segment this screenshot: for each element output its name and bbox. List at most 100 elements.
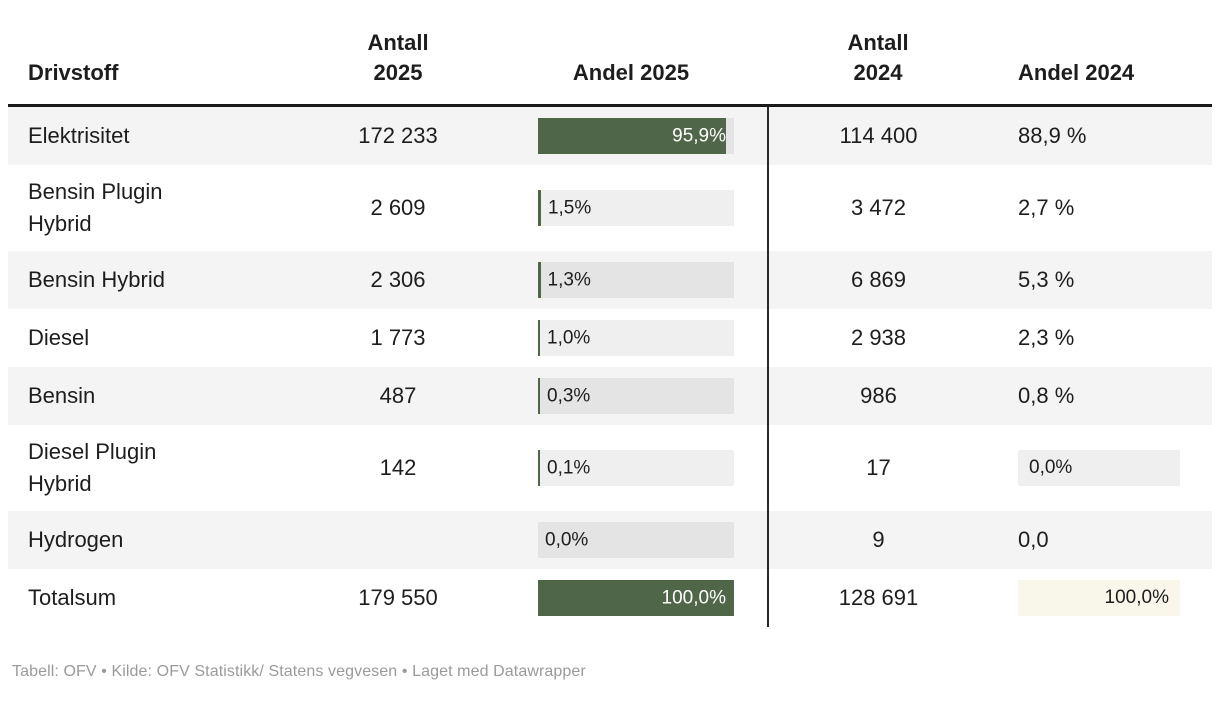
andel-2025-bar-label: 100,0% (661, 587, 726, 609)
col-header-drivstoff: Drivstoff (8, 0, 288, 107)
antall-2025-cell: 2 306 (288, 251, 508, 309)
antall-2024-cell: 986 (768, 367, 988, 425)
andel-2025-bar-fill (538, 262, 541, 298)
andel-2025-bar-label: 0,1% (547, 457, 591, 479)
table-row: Diesel 1 773 1,0% 2 938 2,3 % (8, 309, 1212, 367)
antall-2024-value: 986 (860, 383, 897, 408)
table-row: Bensin Plugin Hybrid 2 609 1,5% 3 472 2,… (8, 165, 1212, 251)
andel-2025-bar-fill (538, 378, 540, 414)
andel-2024-cell: 0,0 (988, 511, 1212, 569)
andel-2024-cell: 88,9 % (988, 106, 1212, 166)
andel-2024-box: 100,0% (1018, 580, 1180, 616)
antall-2025-value: 487 (379, 383, 417, 408)
andel-2024-value: 88,9 % (1018, 123, 1087, 148)
fuel-cell: Totalsum (8, 569, 288, 627)
andel-2025-bar-track: 1,3% (538, 262, 734, 298)
andel-2024-box-label: 0,0% (1029, 457, 1073, 478)
antall-2025-value: 2 306 (370, 267, 426, 292)
fuel-label: Diesel (28, 325, 90, 350)
fuel-cell: Bensin (8, 367, 288, 425)
fuel-label: Hydrogen (28, 527, 124, 552)
andel-2025-cell: 95,9% (508, 105, 769, 165)
fuel-cell: Bensin Hybrid (8, 251, 288, 309)
antall-2024-cell: 3 472 (768, 165, 988, 251)
andel-2025-bar-track: 1,5% (538, 190, 734, 226)
col-header-antall-2024: Antall 2024 (768, 0, 988, 107)
andel-2025-bar-track: 1,0% (538, 320, 734, 356)
antall-2025-cell: 1 773 (288, 309, 508, 367)
andel-2024-value: 0,0 (1018, 527, 1049, 552)
andel-2025-cell: 0,1% (508, 425, 769, 511)
col-header-antall-2025: Antall 2025 (288, 0, 508, 107)
antall-2024-value: 2 938 (850, 325, 907, 350)
fuel-cell: Diesel Plugin Hybrid (8, 425, 288, 511)
andel-2025-cell: 1,3% (508, 251, 769, 309)
antall-2024-cell: 114 400 (768, 106, 988, 166)
antall-2024-value: 128 691 (838, 585, 919, 610)
andel-2025-bar-track: 100,0% (538, 580, 734, 616)
andel-2025-bar-label: 1,0% (547, 327, 591, 349)
antall-2024-value: 9 (872, 527, 885, 552)
table-row: Elektrisitet 172 233 95,9% 114 400 88,9 … (8, 105, 1212, 166)
andel-2025-bar-track: 95,9% (538, 118, 734, 154)
antall-2025-cell: 487 (288, 367, 508, 425)
andel-2025-cell: 1,0% (508, 309, 769, 367)
fuel-type-table: Drivstoff Antall 2025 Andel 2025 Antall … (8, 0, 1212, 627)
andel-2024-cell: 0,0% (988, 425, 1212, 511)
andel-2025-bar-fill (538, 320, 540, 356)
andel-2024-value: 5,3 % (1018, 267, 1075, 292)
andel-2025-bar-label: 95,9% (672, 125, 726, 147)
table-row: Totalsum 179 550 100,0% 128 691 100,0% (8, 569, 1212, 627)
andel-2025-bar-track: 0,0% (538, 522, 734, 558)
table-row: Hydrogen 0,0% 9 0,0 (8, 511, 1212, 569)
andel-2024-cell: 100,0% (988, 569, 1212, 627)
fuel-label: Totalsum (28, 585, 117, 610)
antall-2025-cell: 2 609 (288, 165, 508, 251)
fuel-label: Diesel Plugin Hybrid (28, 439, 157, 496)
antall-2025-value: 142 (379, 455, 417, 480)
antall-2025-cell: 179 550 (288, 569, 508, 627)
fuel-label: Bensin (28, 383, 96, 408)
andel-2025-bar-fill (538, 118, 726, 154)
header-row: Drivstoff Antall 2025 Andel 2025 Antall … (8, 0, 1212, 107)
fuel-label: Bensin Hybrid (28, 267, 165, 292)
antall-2025-cell (288, 511, 508, 569)
fuel-label: Bensin Plugin Hybrid (28, 179, 163, 236)
antall-2024-value: 17 (866, 455, 891, 480)
col-header-andel-2024: Andel 2024 (988, 0, 1212, 107)
fuel-label: Elektrisitet (28, 123, 130, 148)
andel-2024-box-label: 100,0% (1104, 587, 1169, 608)
antall-2024-cell: 128 691 (768, 569, 988, 627)
antall-2024-cell: 17 (768, 425, 988, 511)
fuel-cell: Bensin Plugin Hybrid (8, 165, 288, 251)
andel-2025-bar-label: 0,0% (545, 529, 589, 551)
andel-2024-cell: 2,7 % (988, 165, 1212, 251)
andel-2025-cell: 0,3% (508, 367, 769, 425)
andel-2025-cell: 100,0% (508, 569, 769, 627)
table-row: Bensin 487 0,3% 986 0,8 % (8, 367, 1212, 425)
andel-2025-bar-track: 0,1% (538, 450, 734, 486)
antall-2024-value: 6 869 (850, 267, 907, 292)
andel-2024-box: 0,0% (1018, 450, 1180, 486)
andel-2024-cell: 5,3 % (988, 251, 1212, 309)
andel-2025-bar-label: 1,3% (547, 269, 591, 291)
andel-2024-value: 0,8 % (1018, 383, 1075, 408)
antall-2025-value: 179 550 (358, 585, 438, 610)
fuel-cell: Hydrogen (8, 511, 288, 569)
andel-2025-bar-fill (538, 580, 734, 616)
antall-2025-value: 172 233 (358, 123, 438, 148)
col-header-andel-2025: Andel 2025 (508, 0, 768, 107)
table-visualization: Drivstoff Antall 2025 Andel 2025 Antall … (8, 0, 1212, 680)
table-row: Diesel Plugin Hybrid 142 0,1% 17 0,0% (8, 425, 1212, 511)
andel-2025-bar-label: 1,5% (547, 197, 592, 219)
antall-2025-value: 2 609 (370, 195, 426, 220)
antall-2024-cell: 2 938 (768, 309, 988, 367)
andel-2024-cell: 0,8 % (988, 367, 1212, 425)
table-row: Bensin Hybrid 2 306 1,3% 6 869 5,3 % (8, 251, 1212, 309)
attribution-text: Tabell: OFV • Kilde: OFV Statistikk/ Sta… (12, 663, 586, 680)
andel-2025-cell: 1,5% (508, 165, 769, 251)
antall-2025-cell: 172 233 (288, 106, 508, 166)
antall-2024-cell: 9 (768, 511, 988, 569)
antall-2024-value: 3 472 (850, 195, 907, 220)
fuel-cell: Elektrisitet (8, 106, 288, 166)
